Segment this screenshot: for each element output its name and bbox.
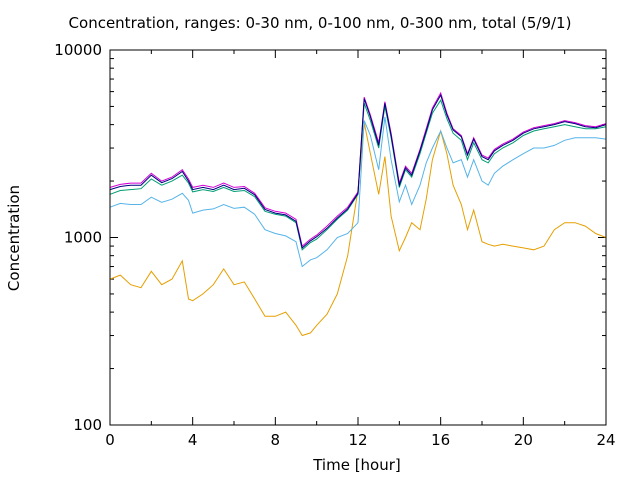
x-tick-label: 12 xyxy=(348,431,367,449)
series-lines xyxy=(109,91,607,337)
x-tick-label: 8 xyxy=(271,431,281,449)
series-line-2 xyxy=(109,116,607,268)
chart-title: Concentration, ranges: 0-30 nm, 0-100 nm… xyxy=(68,14,572,32)
x-tick-label: 16 xyxy=(431,431,450,449)
x-tick-label: 0 xyxy=(105,431,115,449)
tick-labels: 0 4 8 12 16 20 24 100 1000 10000 xyxy=(54,41,615,449)
axis-ticks xyxy=(109,49,607,426)
y-tick-label: 100 xyxy=(73,416,102,434)
plot-frame xyxy=(109,49,607,426)
y-tick-label: 1000 xyxy=(64,229,102,247)
x-axis-label: Time [hour] xyxy=(313,456,401,474)
x-tick-label: 4 xyxy=(188,431,198,449)
y-tick-label: 10000 xyxy=(54,41,102,59)
series-line-5 xyxy=(109,93,607,249)
series-line-1 xyxy=(109,122,607,337)
x-tick-label: 20 xyxy=(514,431,533,449)
x-tick-label: 24 xyxy=(596,431,615,449)
series-line-4 xyxy=(109,91,607,248)
series-line-3 xyxy=(109,99,607,251)
